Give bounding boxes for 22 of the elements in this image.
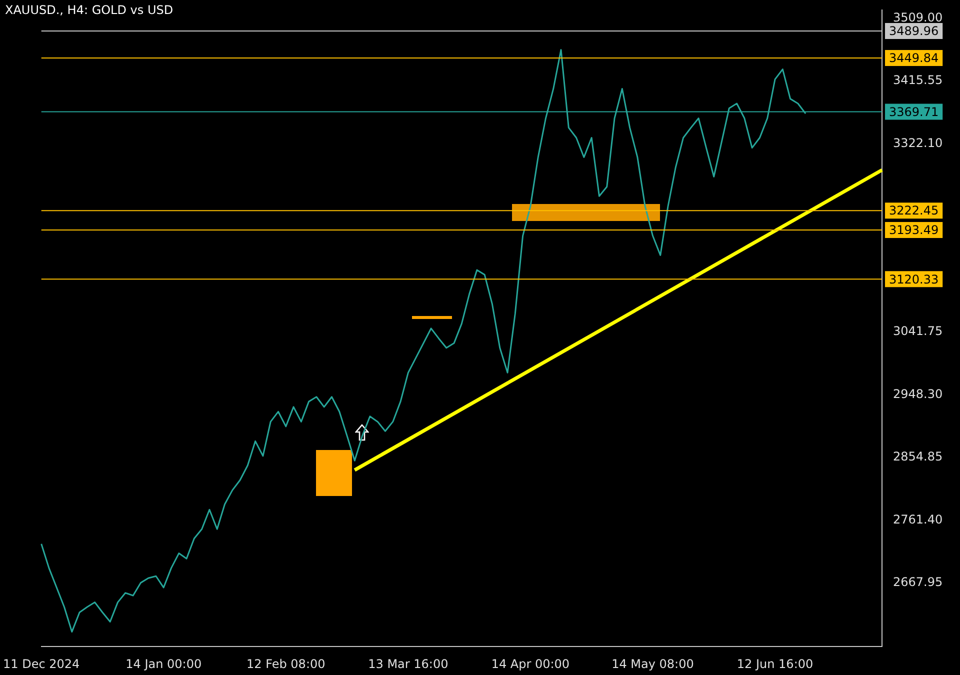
- chart-title: XAUUSD., H4: GOLD vs USD: [5, 3, 174, 17]
- ref-line-label: 3489.96: [889, 24, 939, 38]
- y-tick-label: 2761.40: [893, 512, 943, 526]
- y-tick-label: 2854.85: [893, 450, 943, 464]
- y-tick-label: 2948.30: [893, 386, 943, 401]
- ref-line-label: 3222.45: [889, 204, 939, 218]
- x-tick-label: 13 Mar 16:00: [368, 656, 448, 671]
- y-tick-label: 3041.75: [893, 324, 943, 338]
- ref-line-label: 3120.33: [889, 272, 939, 286]
- x-tick-label: 14 Jan 00:00: [126, 656, 202, 671]
- x-tick-label: 14 Apr 00:00: [491, 656, 570, 671]
- y-tick-label: 2667.95: [893, 574, 943, 589]
- x-tick-label: 12 Jun 16:00: [736, 656, 814, 671]
- ref-line-label: 3193.49: [889, 223, 939, 238]
- y-tick-label: 3509.00: [893, 10, 943, 24]
- ref-line-label: 3449.84: [889, 51, 939, 66]
- x-tick-label: 14 May 08:00: [612, 656, 694, 671]
- y-tick-label: 3415.55: [893, 73, 943, 88]
- y-tick-label: 3322.10: [893, 136, 943, 150]
- x-tick-label: 12 Feb 08:00: [246, 656, 326, 671]
- x-tick-label: 11 Dec 2024: [2, 656, 80, 671]
- ref-line-label: 3369.71: [889, 104, 939, 119]
